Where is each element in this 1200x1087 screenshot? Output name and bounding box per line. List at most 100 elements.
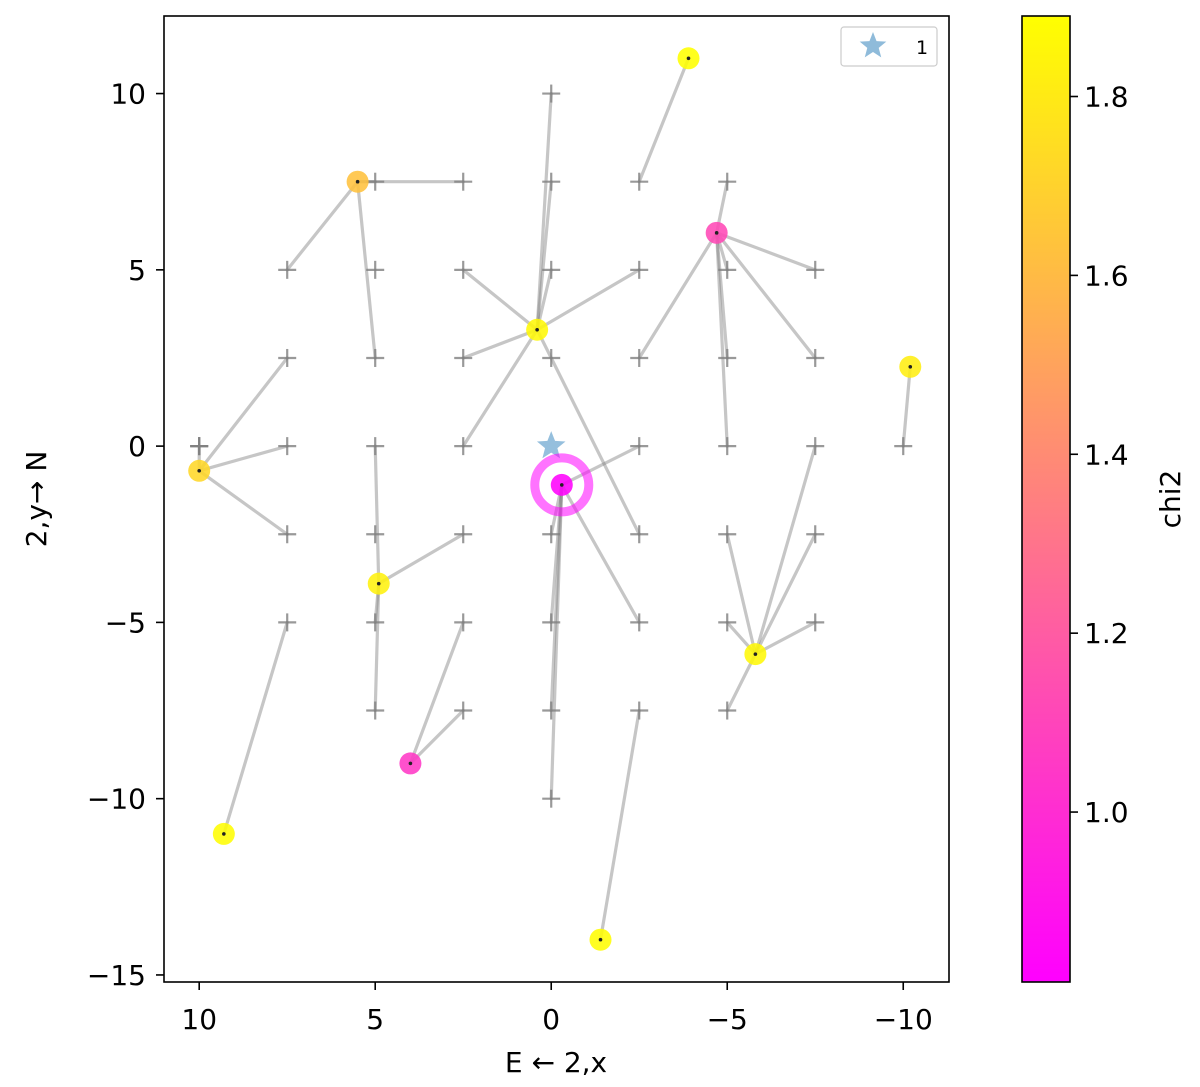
- grid-start-marker: [366, 525, 385, 544]
- data-point-center: [222, 832, 226, 836]
- data-point-center: [714, 231, 719, 235]
- track-line: [222, 620, 289, 836]
- track-line: [535, 180, 553, 332]
- colorbar-tick-label: 1.8: [1084, 81, 1129, 114]
- x-tick-label: 5: [366, 1003, 384, 1036]
- y-tick-label: −15: [87, 959, 146, 992]
- track-line: [715, 231, 817, 360]
- colorbar-label: chi2: [1154, 470, 1187, 529]
- track-line: [535, 268, 641, 332]
- points-layer: [188, 47, 922, 951]
- track-line: [535, 91, 553, 332]
- y-tick-label: −10: [87, 783, 146, 816]
- grid-start-marker: [542, 701, 561, 720]
- grid-start-marker: [542, 525, 561, 544]
- grid-start-marker: [454, 437, 473, 456]
- colorbar-tick-label: 1.0: [1084, 796, 1129, 829]
- x-tick-label: −5: [707, 1003, 748, 1036]
- grid-start-marker: [190, 437, 209, 456]
- grid-start-marker: [454, 260, 473, 279]
- grid-start-marker: [278, 348, 297, 367]
- plot-frame: [163, 15, 950, 983]
- track-line: [197, 444, 289, 473]
- legend-label: 1: [916, 37, 928, 59]
- track-line: [753, 620, 817, 656]
- y-axis-label: 2,y→ N: [20, 451, 53, 548]
- data-point-center: [197, 468, 202, 473]
- x-axis-ticks: 10 5 0 −5 −10: [181, 982, 933, 1036]
- grid-start-marker: [630, 613, 649, 632]
- track-line: [725, 532, 757, 656]
- track-line: [197, 469, 289, 536]
- x-tick-label: 0: [542, 1003, 560, 1036]
- grid-start-marker: [278, 437, 297, 456]
- grid-start-marker: [806, 613, 825, 632]
- grid-start-marker: [366, 172, 385, 191]
- track-line: [408, 708, 465, 766]
- grid-start-marker: [542, 348, 561, 367]
- track-line: [197, 356, 289, 473]
- grid-start-marker: [454, 525, 473, 544]
- data-point-center: [598, 937, 603, 942]
- grid-start-marker: [718, 525, 737, 544]
- legend: 1: [840, 26, 938, 67]
- grid-start-marker: [718, 260, 737, 279]
- track-line: [715, 231, 729, 448]
- track-line: [461, 268, 539, 332]
- track-line: [637, 56, 691, 184]
- data-point-center: [376, 581, 381, 586]
- data-point-center: [686, 56, 691, 61]
- track-line: [549, 483, 564, 713]
- y-tick-label: −5: [105, 606, 146, 639]
- track-line: [637, 231, 719, 360]
- grid-start-marker: [366, 701, 385, 720]
- plot-background: [164, 16, 949, 982]
- track-line: [461, 328, 539, 448]
- track-line: [549, 483, 564, 801]
- grid-start-marker: [630, 525, 649, 544]
- grid-start-marker: [630, 437, 649, 456]
- grid-start-marker: [718, 172, 737, 191]
- y-axis-ticks: 10 5 0 −5 −10 −15: [87, 78, 164, 992]
- colorbar-tick-label: 1.6: [1084, 259, 1129, 292]
- grid-start-marker: [366, 437, 385, 456]
- grid-start-marker: [806, 525, 825, 544]
- legend-box: [840, 26, 938, 67]
- y-tick-label: 10: [110, 78, 146, 111]
- grid-start-marker: [542, 613, 561, 632]
- grid-start-marker: [718, 348, 737, 367]
- y-tick-label: 5: [128, 254, 146, 287]
- grid-start-marker: [894, 437, 913, 456]
- data-point-center: [535, 327, 539, 332]
- grid-start-marker: [278, 260, 297, 279]
- grid-start-marker: [718, 437, 737, 456]
- data-point-center: [908, 364, 913, 369]
- grid-start-marker: [806, 260, 825, 279]
- grid-start-marker: [542, 260, 561, 279]
- track-line: [408, 620, 465, 766]
- x-tick-label: −10: [874, 1003, 933, 1036]
- track-line: [598, 708, 641, 942]
- track-line: [715, 231, 817, 272]
- track-line: [901, 365, 912, 448]
- data-point-center: [355, 179, 360, 184]
- data-point-center: [559, 483, 564, 487]
- grid-start-marker: [278, 525, 297, 544]
- track-line: [461, 328, 539, 360]
- grid-start-marker: [806, 348, 825, 367]
- colorbar-tick-label: 1.2: [1084, 617, 1129, 650]
- x-tick-label: 10: [181, 1003, 217, 1036]
- y-tick-label: 0: [128, 430, 146, 463]
- grid-start-marker: [718, 613, 737, 632]
- grid-start-marker: [718, 701, 737, 720]
- track-line: [715, 231, 729, 360]
- legend-star-marker: [859, 32, 887, 58]
- grid-start-marker: [630, 172, 649, 191]
- grid-start-marker: [630, 348, 649, 367]
- track-line: [560, 444, 641, 487]
- reference-star-marker: [536, 431, 566, 459]
- grid-start-marker: [454, 348, 473, 367]
- track-line: [373, 582, 381, 713]
- grid-start-marker: [366, 613, 385, 632]
